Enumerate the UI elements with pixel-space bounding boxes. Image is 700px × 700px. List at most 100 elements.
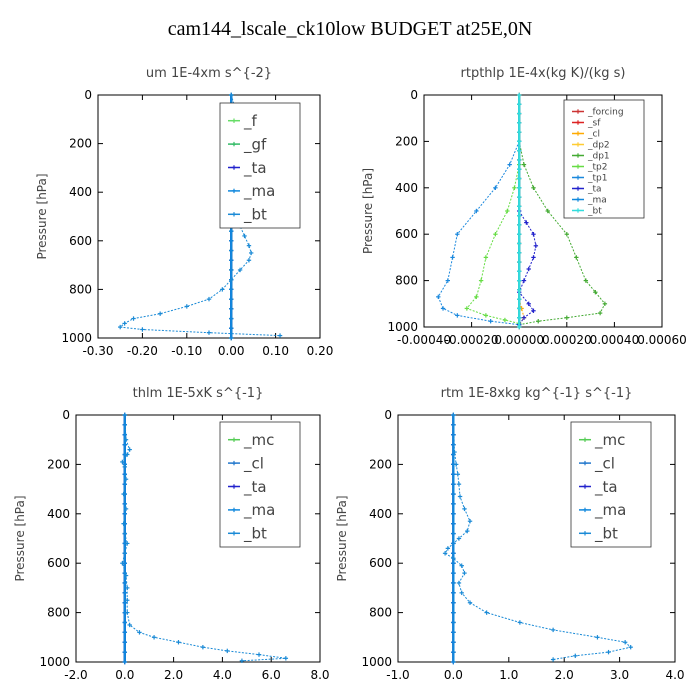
legend-label_tp1: _tp1 xyxy=(587,174,607,184)
y-tick-label: 0 xyxy=(62,408,70,422)
y-tick-label: 1000 xyxy=(361,655,392,669)
y-tick-label: 0 xyxy=(410,88,418,102)
legend: _mc _cl _ta _ma _bt xyxy=(219,421,301,548)
x-tick-label: 0.00060 xyxy=(637,333,687,347)
x-tick-label: 0.10 xyxy=(262,344,289,358)
legend-label_ta: _ta xyxy=(243,159,267,178)
chart-panel-3: thlm 1E-5xK s^{-1} -2.0 0.0 2.0 4.0 6.0 8.0 0 20… xyxy=(13,386,330,682)
y-axis-label: Pressure [hPa] xyxy=(361,168,375,254)
chart-panel-4: rtm 1E-8xkg kg^{-1} s^{-1} -1.0 0.0 1.0 2.0 3… xyxy=(335,386,685,682)
y-tick-label: 0 xyxy=(384,408,392,422)
series-line_bt xyxy=(121,414,286,662)
panel-title: um 1E-4xm s^{-2} xyxy=(146,66,272,81)
legend-label_ta: _ta xyxy=(243,478,267,497)
y-tick-label: 0 xyxy=(84,88,92,102)
y-tick-label: 400 xyxy=(369,507,392,521)
legend-label_ta: _ta xyxy=(594,478,618,497)
x-tick-label: 0.00020 xyxy=(542,333,592,347)
series-line_bt xyxy=(444,414,632,660)
x-tick-label: 8.0 xyxy=(310,668,329,682)
legend: _forcing_sf_cl_dp2_dp1_tp2_tp1_ta_ma_bt xyxy=(563,99,645,219)
y-tick-label: 600 xyxy=(395,227,418,241)
chart-panel-2: rtpthlp 1E-4x(kg K)/(kg s) -0.00040-0.000… xyxy=(361,66,687,347)
series-line_ta xyxy=(518,210,537,325)
x-tick-label: -0.10 xyxy=(171,344,202,358)
y-tick-label: 400 xyxy=(69,185,92,199)
x-tick-label: -0.20 xyxy=(127,344,158,358)
y-tick-label: 400 xyxy=(395,181,418,195)
legend-label_cl: _cl xyxy=(243,454,264,473)
y-tick-label: 600 xyxy=(47,556,70,570)
x-tick-label: 0.0 xyxy=(115,668,134,682)
x-tick-label: 2.0 xyxy=(164,668,183,682)
y-tick-label: 200 xyxy=(395,134,418,148)
legend-box xyxy=(570,421,652,548)
x-tick-label: 0.00 xyxy=(218,344,245,358)
x-tick-label: 2.0 xyxy=(555,668,574,682)
legend-label_f: _f xyxy=(243,112,258,131)
x-tick-label: 4.0 xyxy=(213,668,232,682)
legend: _f _gf _ta _ma _bt xyxy=(219,102,301,229)
x-tick-label: 3.0 xyxy=(610,668,629,682)
x-tick-label: 1.0 xyxy=(499,668,518,682)
y-tick-label: 200 xyxy=(47,457,70,471)
legend-label_bt: _bt xyxy=(243,206,267,225)
y-tick-label: 200 xyxy=(369,457,392,471)
legend-label_dp1: _dp1 xyxy=(587,152,610,162)
plot-frame xyxy=(97,94,321,339)
legend-label_ta: _ta xyxy=(587,185,602,195)
panel-title: thlm 1E-5xK s^{-1} xyxy=(133,386,264,401)
y-tick-label: 1000 xyxy=(61,331,92,345)
plot-frame xyxy=(75,414,321,663)
series-line_cl xyxy=(518,299,525,325)
x-tick-label: 0.0 xyxy=(444,668,463,682)
legend-label_sf: _sf xyxy=(587,119,601,129)
x-tick-label: -0.00020 xyxy=(445,333,499,347)
figure-title: cam144_lscale_ck10low BUDGET at25E,0N xyxy=(167,18,533,40)
legend-box xyxy=(563,99,645,219)
x-tick-label: 4.0 xyxy=(665,668,684,682)
y-tick-label: 400 xyxy=(47,507,70,521)
legend-label_cl: _cl xyxy=(587,130,600,140)
y-tick-label: 800 xyxy=(395,274,418,288)
y-axis-label: Pressure [hPa] xyxy=(335,495,349,581)
y-axis-label: Pressure [hPa] xyxy=(35,173,49,259)
legend-box xyxy=(219,421,301,548)
y-tick-label: 1000 xyxy=(387,320,418,334)
y-tick-label: 600 xyxy=(69,234,92,248)
x-tick-label: -1.0 xyxy=(386,668,409,682)
x-tick-label: -0.00040 xyxy=(397,333,451,347)
x-tick-label: 0.20 xyxy=(307,344,334,358)
y-tick-label: 800 xyxy=(369,606,392,620)
legend-label_bt: _bt xyxy=(587,207,602,217)
x-tick-label: -2.0 xyxy=(64,668,87,682)
panel-title: rtm 1E-8xkg kg^{-1} s^{-1} xyxy=(441,386,633,401)
x-tick-label: 0.00000 xyxy=(494,333,544,347)
x-tick-label: 0.00040 xyxy=(590,333,640,347)
legend-label_ma: _ma xyxy=(243,501,275,520)
legend-label_gf: _gf xyxy=(243,135,267,154)
legend-label_mc: _mc xyxy=(243,431,274,450)
legend-label_bt: _bt xyxy=(243,525,267,544)
legend-box xyxy=(219,102,301,229)
y-tick-label: 600 xyxy=(369,556,392,570)
series-line_tp2 xyxy=(465,164,520,324)
legend-label_mc: _mc xyxy=(594,431,625,450)
chart-panel-1: um 1E-4xm s^{-2} -0.30 -0.20 -0.10 0.00 0.10 0… xyxy=(35,66,333,358)
legend-label_ma: _ma xyxy=(587,196,607,206)
plot-frame xyxy=(423,94,663,328)
legend-label_cl: _cl xyxy=(594,454,615,473)
plot-frame xyxy=(397,414,676,663)
y-axis-label: Pressure [hPa] xyxy=(13,495,27,581)
y-tick-label: 800 xyxy=(47,606,70,620)
x-tick-label: -0.30 xyxy=(82,344,113,358)
legend: _mc _cl _ta _ma _bt xyxy=(570,421,652,548)
x-tick-label: 6.0 xyxy=(262,668,281,682)
panel-title: rtpthlp 1E-4x(kg K)/(kg s) xyxy=(461,66,626,81)
series-line_tp1 xyxy=(437,141,520,326)
y-tick-label: 200 xyxy=(69,137,92,151)
legend-label_ma: _ma xyxy=(243,182,275,201)
legend-label_ma: _ma xyxy=(594,501,626,520)
y-tick-label: 1000 xyxy=(39,655,70,669)
